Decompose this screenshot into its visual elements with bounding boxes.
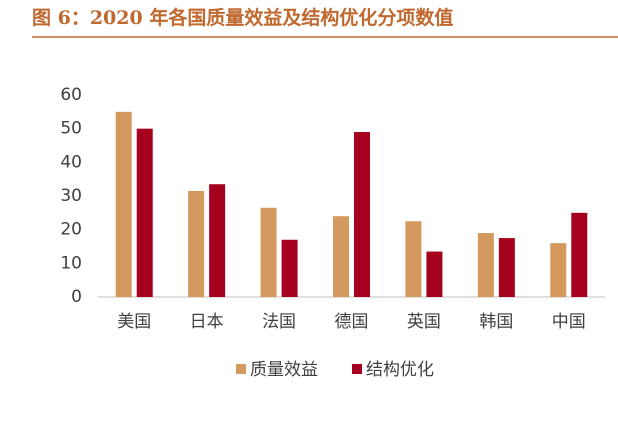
bar — [188, 190, 205, 297]
bar — [136, 128, 153, 297]
y-tick-label: 50 — [60, 119, 82, 139]
bar — [354, 132, 370, 297]
y-tick-label: 60 — [60, 85, 82, 105]
chart-title: 图 6：2020 年各国质量效益及结构优化分项数值 — [32, 6, 453, 29]
legend-swatch — [236, 364, 246, 374]
x-tick-label: 日本 — [190, 312, 224, 332]
bar — [405, 221, 422, 297]
bar — [281, 239, 298, 297]
y-tick-label: 10 — [60, 253, 82, 273]
bar — [550, 243, 567, 297]
x-tick-label: 德国 — [335, 312, 369, 332]
y-tick-label: 30 — [60, 186, 82, 206]
bar — [498, 238, 515, 297]
x-tick-label: 英国 — [407, 312, 441, 332]
bar — [260, 207, 277, 297]
y-tick-label: 0 — [71, 287, 82, 307]
bar — [426, 251, 443, 297]
x-tick-label: 美国 — [117, 312, 151, 332]
x-tick-label: 韩国 — [479, 312, 513, 332]
bar — [477, 233, 494, 297]
legend-swatch — [352, 364, 362, 374]
bar — [209, 184, 226, 297]
bar — [333, 216, 349, 297]
legend-label: 结构优化 — [366, 360, 434, 380]
x-tick-label: 中国 — [552, 312, 586, 332]
bar — [571, 212, 588, 297]
x-tick-label: 法国 — [262, 312, 296, 332]
y-tick-label: 40 — [60, 152, 82, 172]
bar — [115, 111, 132, 297]
legend-label: 质量效益 — [250, 360, 318, 380]
y-tick-label: 20 — [60, 220, 82, 240]
